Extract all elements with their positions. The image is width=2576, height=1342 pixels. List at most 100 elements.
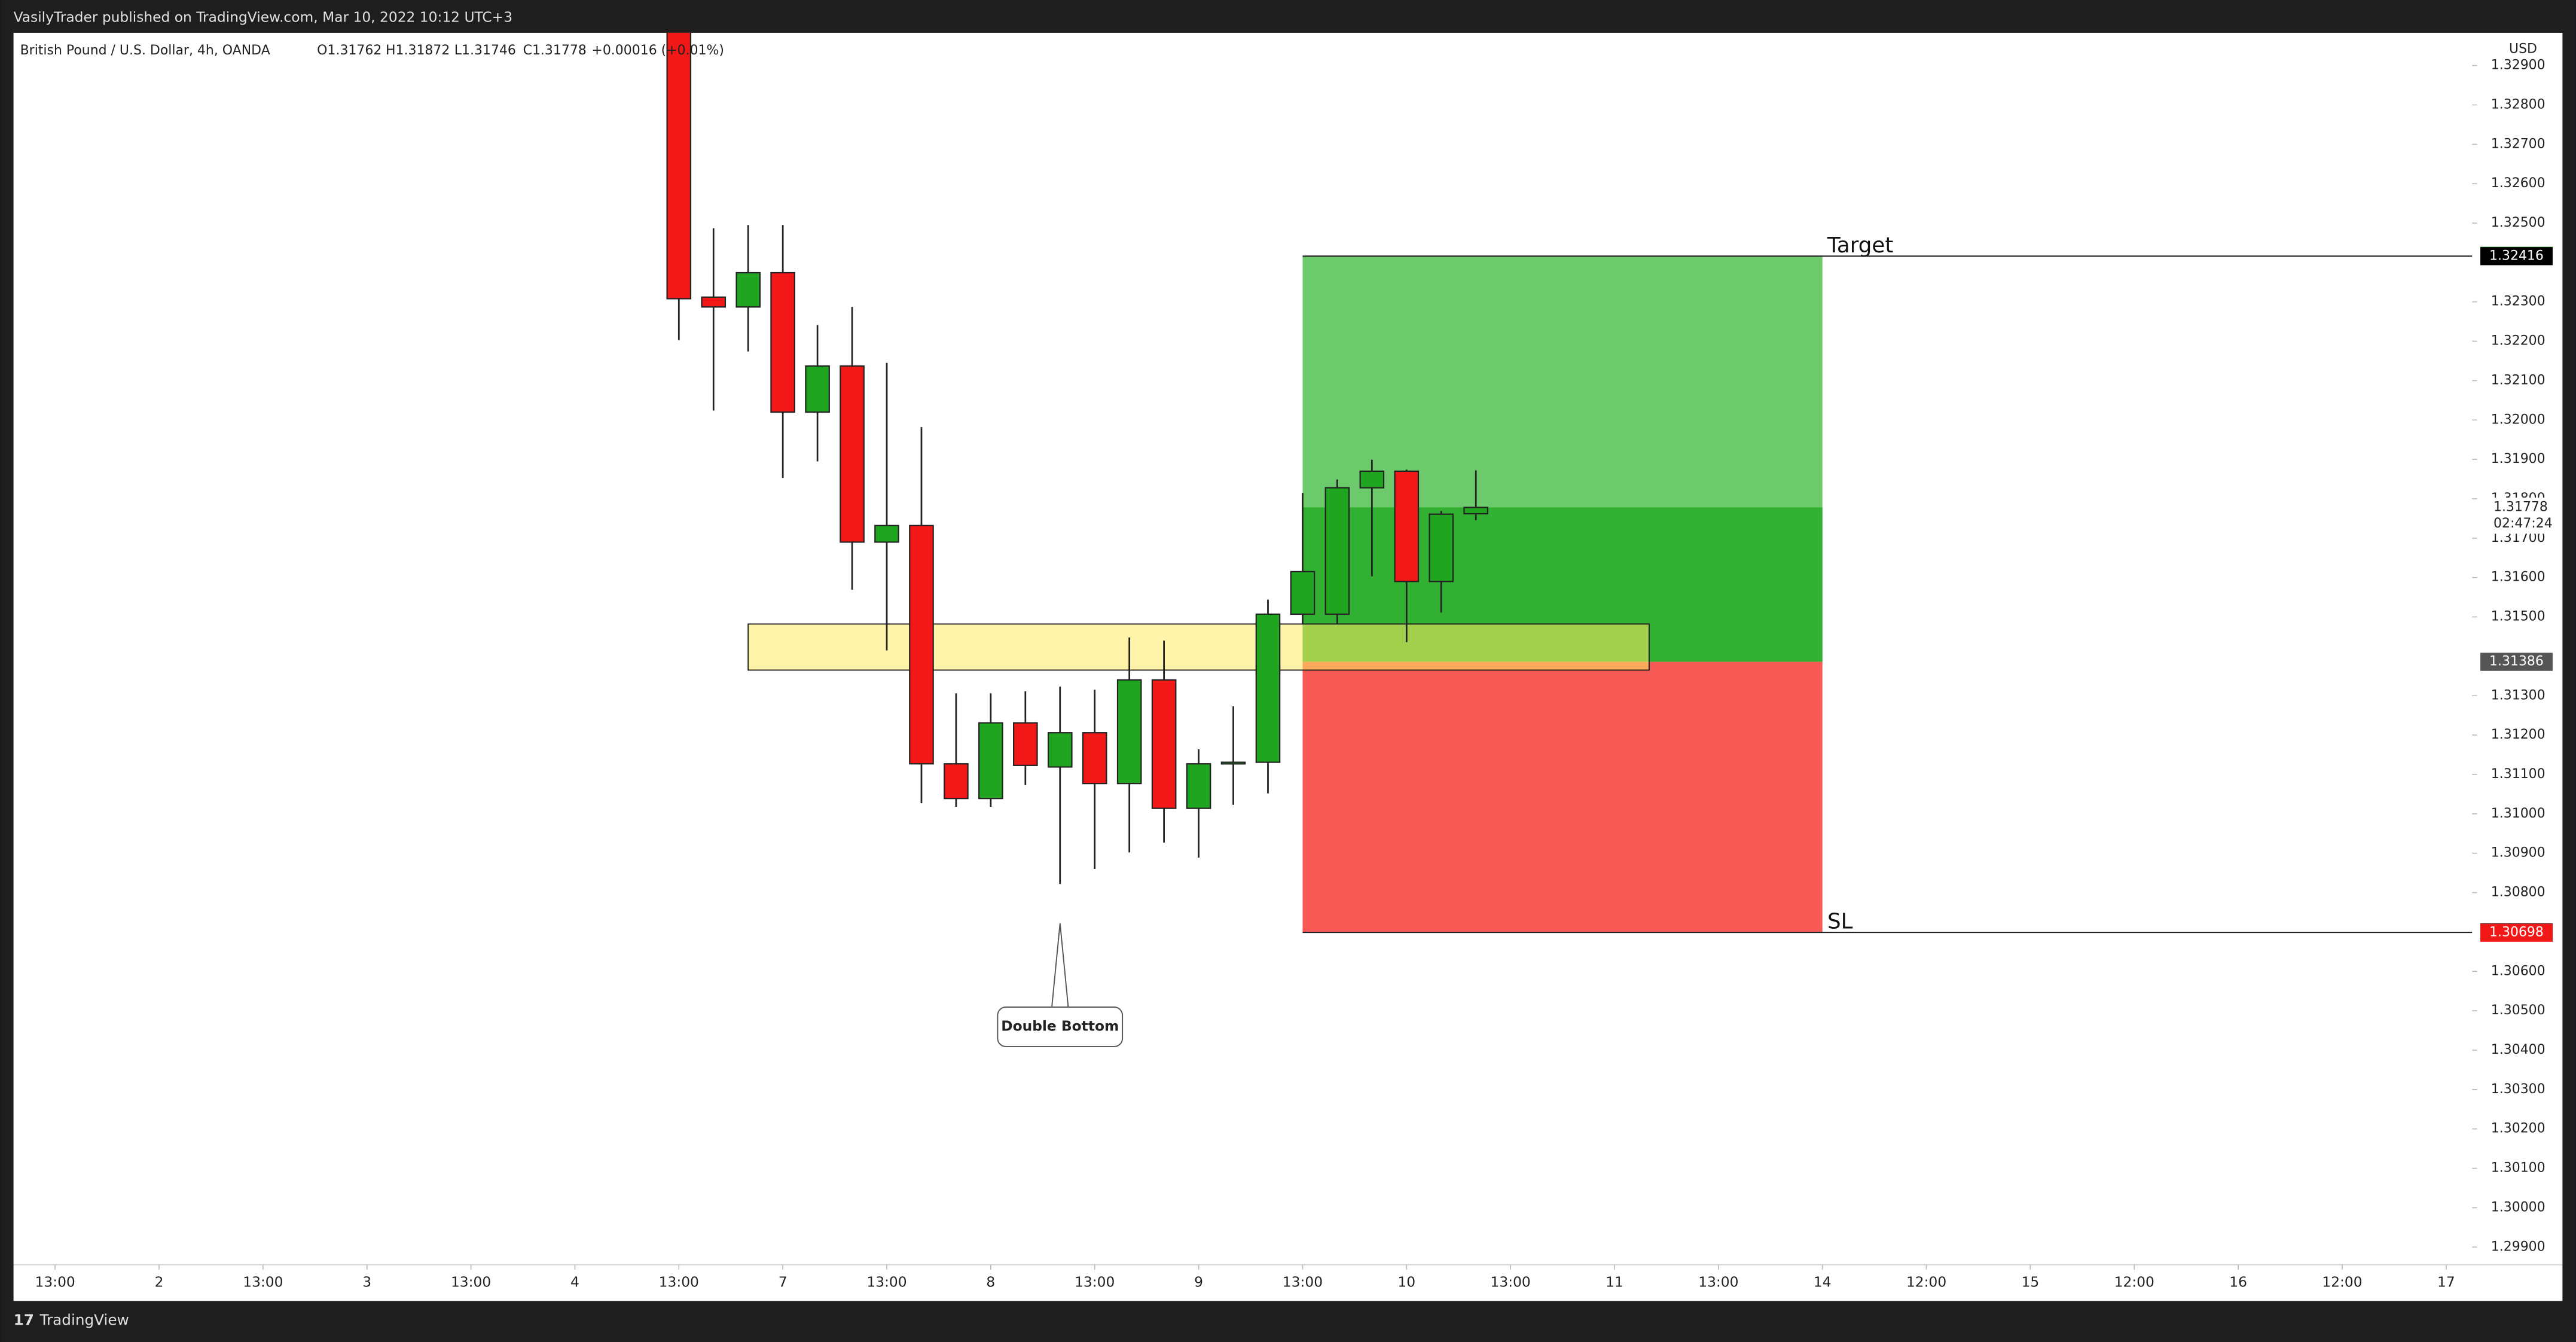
y-tick-label: 1.32800 — [2491, 97, 2546, 112]
candle-body — [1394, 470, 1420, 582]
x-tick-label: 17 — [2437, 1274, 2455, 1291]
plot: Target SL Double Bottom — [666, 32, 2473, 1047]
y-tick-label: 1.30200 — [2491, 1121, 2546, 1136]
y-tick-label: 1.31200 — [2491, 727, 2546, 742]
x-tick-label: 3 — [362, 1274, 371, 1291]
x-tick-label: 12:00 — [1906, 1274, 1946, 1291]
candle-body — [735, 272, 761, 308]
currency: USD — [2509, 41, 2537, 56]
candle-body — [1186, 763, 1211, 809]
candle-body — [701, 296, 727, 308]
y-tick-label: 1.29900 — [2491, 1239, 2546, 1254]
price-label: 1.30698 — [2489, 925, 2544, 940]
stop-zone — [1302, 661, 1823, 933]
y-tick-label: 1.32200 — [2491, 334, 2546, 349]
candle-body — [1324, 487, 1350, 615]
candle-body — [805, 365, 830, 413]
x-tick-label: 9 — [1194, 1274, 1203, 1291]
candle-body — [1429, 513, 1454, 582]
x-tick-label: 13:00 — [1283, 1274, 1323, 1291]
candle-body — [1463, 507, 1488, 515]
y-tick-label: 1.31600 — [2491, 570, 2546, 585]
x-tick-label: 12:00 — [2322, 1274, 2362, 1291]
y-tick-label: 1.31100 — [2491, 767, 2546, 782]
current-price-bg — [2480, 498, 2554, 534]
callout-pointer — [1051, 923, 1069, 1008]
target-label: Target — [1827, 233, 1893, 258]
y-tick-label: 1.30100 — [2491, 1161, 2546, 1176]
x-tick-label: 7 — [779, 1274, 788, 1291]
ohlc-label: L1.31746 — [454, 43, 516, 58]
candle-body — [1082, 732, 1107, 785]
y-tick-label: 1.32300 — [2491, 294, 2546, 309]
symbol-title: British Pound / U.S. Dollar, 4h, OANDA — [20, 43, 270, 58]
candle-body — [978, 722, 1003, 800]
x-tick-label: 2 — [155, 1274, 164, 1291]
x-tick-label: 4 — [570, 1274, 579, 1291]
candle-body — [909, 524, 934, 765]
x-tick-label: 13:00 — [1698, 1274, 1738, 1291]
y-tick-label: 1.32700 — [2491, 136, 2546, 151]
ohlc-label: O1.31762 — [317, 43, 381, 58]
price-label-box — [2480, 652, 2553, 671]
stop-label: SL — [1827, 910, 1853, 934]
logo-mark: 17 — [14, 1311, 34, 1328]
x-tick-label: 8 — [986, 1274, 995, 1291]
x-tick-label: 14 — [1814, 1274, 1832, 1291]
footer-logo: 17 TradingView — [14, 1311, 129, 1328]
x-tick-label: 13:00 — [659, 1274, 699, 1291]
callout-box — [997, 1006, 1124, 1047]
y-tick-label: 1.32900 — [2491, 58, 2546, 73]
x-tick-label: 13:00 — [35, 1274, 75, 1291]
ohlc-label: H1.31872 — [386, 43, 450, 58]
candle-body — [1013, 722, 1038, 766]
y-tick-label: 1.31900 — [2491, 452, 2546, 466]
candle-body — [944, 763, 969, 800]
y-tick-label: 1.30600 — [2491, 963, 2546, 978]
x-tick-label: 13:00 — [243, 1274, 283, 1291]
x-tick-label: 13:00 — [866, 1274, 907, 1291]
countdown: 02:47:24 — [2493, 516, 2553, 531]
y-tick-label: 1.32600 — [2491, 176, 2546, 191]
publish-header: VasilyTrader published on TradingView.co… — [14, 9, 512, 26]
y-tick-label: 1.30400 — [2491, 1042, 2546, 1057]
y-tick-label: 1.30500 — [2491, 1003, 2546, 1018]
x-tick-label: 15 — [2022, 1274, 2040, 1291]
x-tick-label: 13:00 — [451, 1274, 491, 1291]
footer-text: TradingView — [39, 1311, 129, 1328]
x-tick-label: 13:00 — [1491, 1274, 1531, 1291]
candle-body — [666, 32, 692, 300]
candle-body — [1220, 761, 1246, 765]
candle-body — [840, 365, 865, 543]
x-tick-label: 11 — [1606, 1274, 1623, 1291]
y-tick-label: 1.31500 — [2491, 609, 2546, 624]
price-label-box — [2480, 247, 2553, 266]
support-zone — [747, 623, 1650, 671]
candle-body — [1290, 571, 1316, 615]
overlay: British Pound / U.S. Dollar, 4h, OANDA O1… — [20, 43, 724, 58]
price-label: 1.32416 — [2489, 248, 2544, 263]
ohlc-label: +0.00016 (+0.01%) — [591, 43, 724, 58]
x-tick-label: 12:00 — [2114, 1274, 2154, 1291]
candle-body — [874, 524, 899, 543]
y-tick-label: 1.32100 — [2491, 373, 2546, 388]
candle-body — [770, 272, 795, 413]
price-label: 1.31386 — [2489, 654, 2544, 669]
current-price: 1.31778 — [2493, 499, 2548, 514]
x-tick-label: 16 — [2229, 1274, 2247, 1291]
y-tick-label: 1.31300 — [2491, 688, 2546, 703]
callout-text: Double Bottom — [1001, 1017, 1119, 1034]
candle-body — [1151, 679, 1177, 809]
candle-body — [1255, 613, 1281, 763]
x-tick-label: 10 — [1397, 1274, 1415, 1291]
x-tick-label: 13:00 — [1075, 1274, 1115, 1291]
y-tick-label: 1.30300 — [2491, 1082, 2546, 1097]
candle-body — [1359, 470, 1385, 489]
y-tick-label: 1.30000 — [2491, 1200, 2546, 1215]
y-tick-label: 1.30900 — [2491, 846, 2546, 861]
y-tick-label: 1.31000 — [2491, 806, 2546, 821]
candle-body — [1047, 732, 1073, 768]
y-tick-label: 1.32000 — [2491, 412, 2546, 427]
candle-body — [1116, 679, 1142, 785]
